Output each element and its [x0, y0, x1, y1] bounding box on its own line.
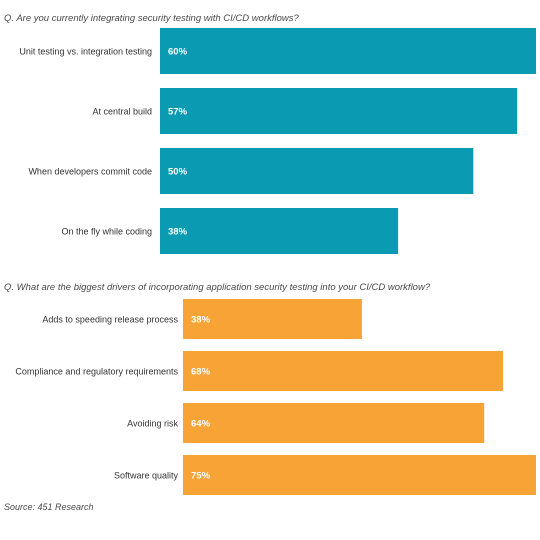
category-label: At central build — [92, 107, 152, 117]
value-label: 75% — [191, 471, 211, 482]
value-label: 38% — [191, 315, 211, 326]
category-label: Avoiding risk — [127, 419, 178, 429]
value-label: 57% — [168, 107, 188, 118]
chart-1-title: Q. Are you currently integrating securit… — [4, 13, 299, 24]
category-label: On the fly while coding — [61, 227, 152, 237]
value-label: 64% — [191, 419, 211, 430]
category-label: Adds to speeding release process — [42, 315, 178, 325]
bar — [183, 299, 362, 339]
bar — [183, 403, 485, 443]
bar — [160, 28, 536, 74]
bar — [160, 208, 399, 254]
category-label: Unit testing vs. integration testing — [19, 47, 152, 57]
chart-1-bars: Unit testing vs. integration testing 60% A… — [19, 28, 536, 254]
source-note: Source: 451 Research — [4, 502, 94, 512]
value-label: 68% — [191, 367, 211, 378]
category-label: Compliance and regulatory requirements — [15, 367, 178, 377]
bar — [183, 351, 504, 391]
category-label: When developers commit code — [28, 167, 152, 177]
value-label: 60% — [168, 47, 188, 58]
bar — [183, 455, 536, 495]
chart-2-title: Q. What are the biggest drivers of incor… — [4, 282, 431, 293]
value-label: 50% — [168, 167, 188, 178]
value-label: 38% — [168, 227, 188, 238]
bar — [160, 148, 474, 194]
chart-2-bars: Adds to speeding release process 38% Compl… — [15, 299, 536, 495]
category-label: Software quality — [114, 471, 179, 481]
bar — [160, 88, 518, 134]
